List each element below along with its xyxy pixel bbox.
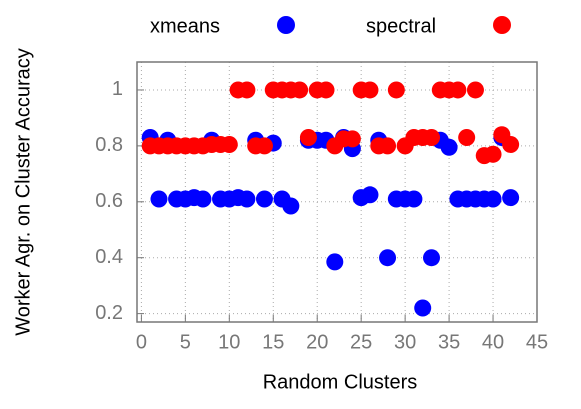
- point: [194, 190, 212, 208]
- point: [379, 137, 397, 155]
- point: [414, 299, 432, 317]
- point: [220, 135, 238, 153]
- point: [387, 81, 405, 99]
- y-tick-label: 0.2: [95, 302, 123, 324]
- point: [255, 190, 273, 208]
- point: [317, 81, 335, 99]
- x-tick-label: 20: [306, 331, 328, 353]
- x-tick-label: 40: [482, 331, 504, 353]
- x-tick-label: 15: [262, 331, 284, 353]
- point: [502, 189, 520, 207]
- x-tick-label: 45: [526, 331, 548, 353]
- point: [361, 81, 379, 99]
- point: [484, 190, 502, 208]
- x-tick-label: 5: [180, 331, 191, 353]
- point: [238, 190, 256, 208]
- point: [466, 81, 484, 99]
- point: [502, 135, 520, 153]
- y-tick-label: 0.4: [95, 246, 123, 268]
- plot-frame: [136, 61, 538, 323]
- legend-label: spectral: [366, 15, 436, 37]
- point: [423, 249, 441, 267]
- x-tick-label: 30: [394, 331, 416, 353]
- point: [379, 249, 397, 267]
- x-axis-label: Random Clusters: [263, 371, 418, 393]
- point: [150, 190, 168, 208]
- legend-marker: [493, 16, 511, 34]
- point: [299, 128, 317, 146]
- point: [255, 137, 273, 155]
- y-tick-label: 0.8: [95, 134, 123, 156]
- y-axis-label: Worker Agr. on Cluster Accuracy: [12, 48, 34, 336]
- point: [423, 128, 441, 146]
- x-tick-label: 0: [136, 331, 147, 353]
- y-tick-label: 1: [112, 78, 123, 100]
- y-tick-label: 0.6: [95, 190, 123, 212]
- point: [238, 81, 256, 99]
- point: [440, 138, 458, 156]
- x-tick-label: 10: [218, 331, 240, 353]
- point: [405, 190, 423, 208]
- point: [458, 128, 476, 146]
- legend-label: xmeans: [150, 15, 220, 37]
- point: [282, 197, 300, 215]
- x-tick-label: 35: [438, 331, 460, 353]
- point: [361, 186, 379, 204]
- point: [484, 145, 502, 163]
- point: [326, 253, 344, 271]
- point: [449, 81, 467, 99]
- x-tick-label: 25: [350, 331, 372, 353]
- point: [291, 81, 309, 99]
- point: [343, 130, 361, 148]
- legend-marker: [277, 16, 295, 34]
